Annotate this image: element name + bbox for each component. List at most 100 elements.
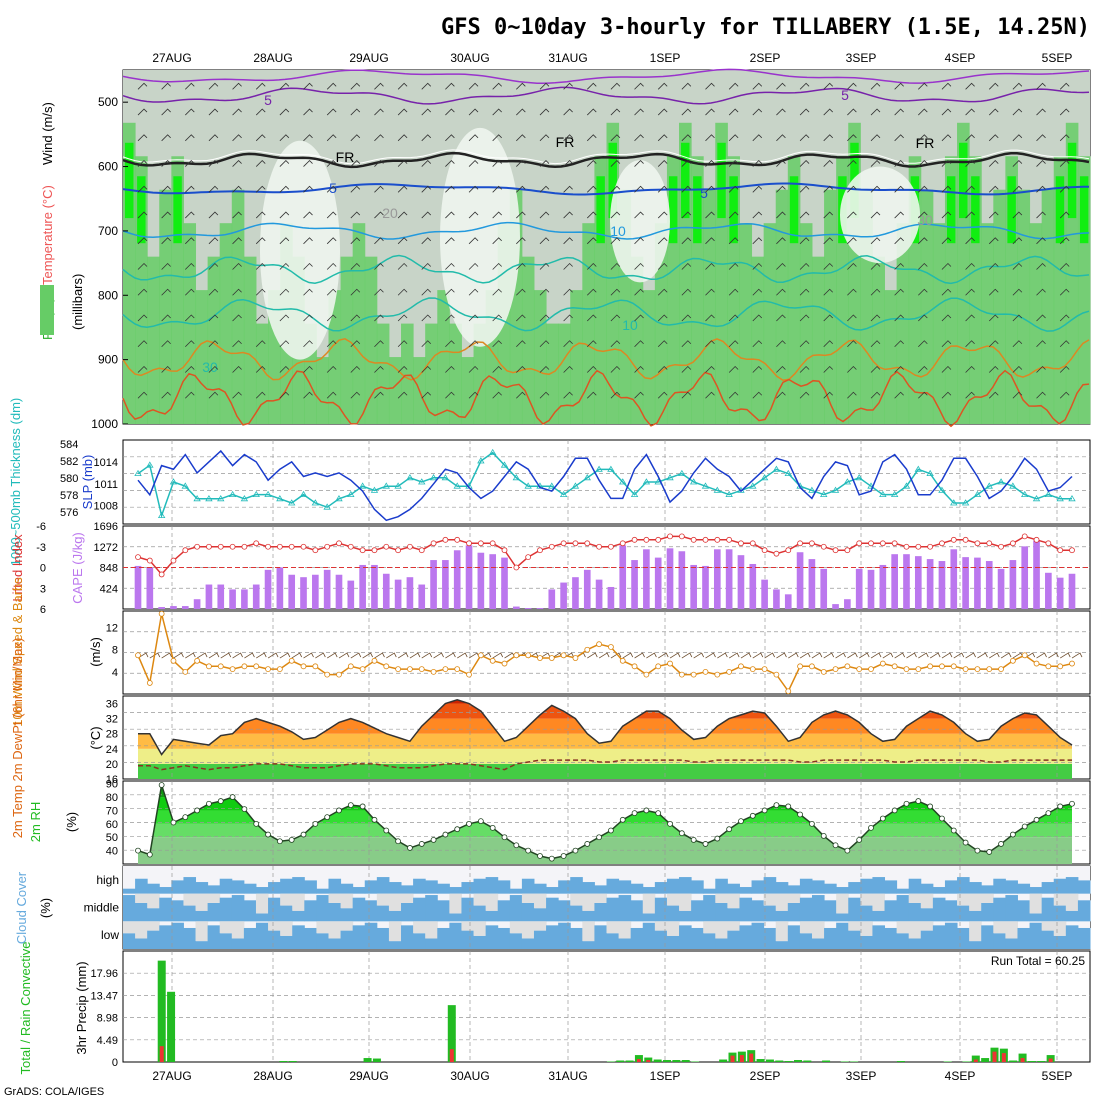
cloud-bar [425,880,438,894]
wind-barb [705,340,715,348]
cloud-bar [509,933,523,949]
wind-barb-10m [1000,652,1012,659]
cloud-gap [775,893,789,911]
cape-bar [583,569,591,609]
cloud-bar [449,913,462,922]
wind-barb [468,159,479,167]
cloud-bar [666,905,680,922]
wind-barb [681,314,692,322]
wind-barb [563,211,573,219]
wind-barb [918,237,928,245]
wind-speed-line-point [206,663,212,670]
lifted-line-point [714,536,721,543]
wind-barb [421,185,432,193]
wind-barb [208,391,219,399]
cloud-gap [582,893,595,911]
cloud-gap [219,921,233,934]
lifted-line-point [1009,540,1016,547]
lifted-line-point [548,543,555,550]
cape-ylabel: CAPE (J/kg) [70,532,85,604]
wind-barb-10m [244,652,255,659]
lifted-line-point [1069,547,1075,554]
rh-high-patch [693,176,702,244]
cloud-gap [787,893,801,903]
wind-barb-10m [740,652,752,659]
cloud-bar [364,900,378,922]
precip-tick: 4.49 [97,1035,118,1047]
cloud-bar [1005,880,1018,894]
cloud-bar [376,905,390,922]
wind-barb [681,211,692,219]
cloud-bar [848,930,861,949]
wind-barb-10m [918,652,929,659]
wind-barb [776,314,786,322]
wind-barb [492,365,502,373]
precip-total-bar [756,1059,765,1062]
cloud-gap [654,921,668,931]
wind-barb [492,340,502,348]
wind-speed-line-point [1021,652,1028,659]
thickness-line-point [311,499,320,506]
cape-bar [134,565,142,609]
lifted-line-point [998,543,1004,550]
wind-barb [823,340,834,348]
cloud-bar [364,880,378,894]
cloud-bar [558,900,571,922]
wind-barb [870,108,881,116]
wind-barb [232,365,242,373]
cape-bar [607,586,615,609]
cloud-bar [521,938,535,949]
wind-barb [847,365,857,373]
wind-barb [681,237,692,245]
wind-barb-10m [220,652,232,659]
cape-tick: 424 [100,583,118,595]
wind-barb [610,365,621,373]
precip-conv-bar [739,1055,744,1062]
wind-barb [326,365,337,373]
rh-column [981,223,994,424]
cloud-bar [195,941,209,949]
cloud-bar [183,877,197,894]
wind-barb [397,237,408,245]
wind-barb [468,365,479,373]
rh-high-patch [1079,176,1089,244]
wind-barb [1036,365,1046,373]
wind-barb [586,288,597,296]
wind-barb [776,288,786,296]
wind-barb [847,82,857,90]
rh2m-line-point [844,847,851,854]
rh-column [401,323,414,424]
wind-barb [563,262,573,270]
rh-tick: 80 [106,792,118,804]
contour-label: 10 [610,223,626,239]
wind-barb [137,211,148,219]
rh-column [376,323,390,424]
wind-barb [586,159,597,167]
wind-barb-10m [196,652,208,659]
cape-bar [181,606,189,609]
wind-barb [303,159,313,167]
wind-barb [445,340,455,348]
wind-speed-line-point [407,666,413,672]
wind-barb [185,391,195,399]
precip-total-bar [1037,1061,1046,1062]
cloud-bar [1065,910,1079,922]
cloud-bar [352,925,366,949]
wind-barb [468,262,479,270]
wind-barb [965,159,975,167]
rh-column [255,323,269,424]
thickness-line-point [985,482,993,489]
wind-barb [303,365,313,373]
precip-total-bar [1018,1053,1027,1062]
rh2m-line-point [182,814,189,821]
wind-barb [539,262,550,270]
cloud-gap [401,893,414,903]
wind-barb [539,108,550,116]
wind-barb-10m [468,652,480,659]
thickness-line-point [347,490,355,497]
cape-bar [702,565,709,609]
rh2m-line-point [797,811,803,818]
cloud-bar [594,925,607,949]
lifted-line-point [572,540,579,547]
cloud-bar [763,927,777,949]
